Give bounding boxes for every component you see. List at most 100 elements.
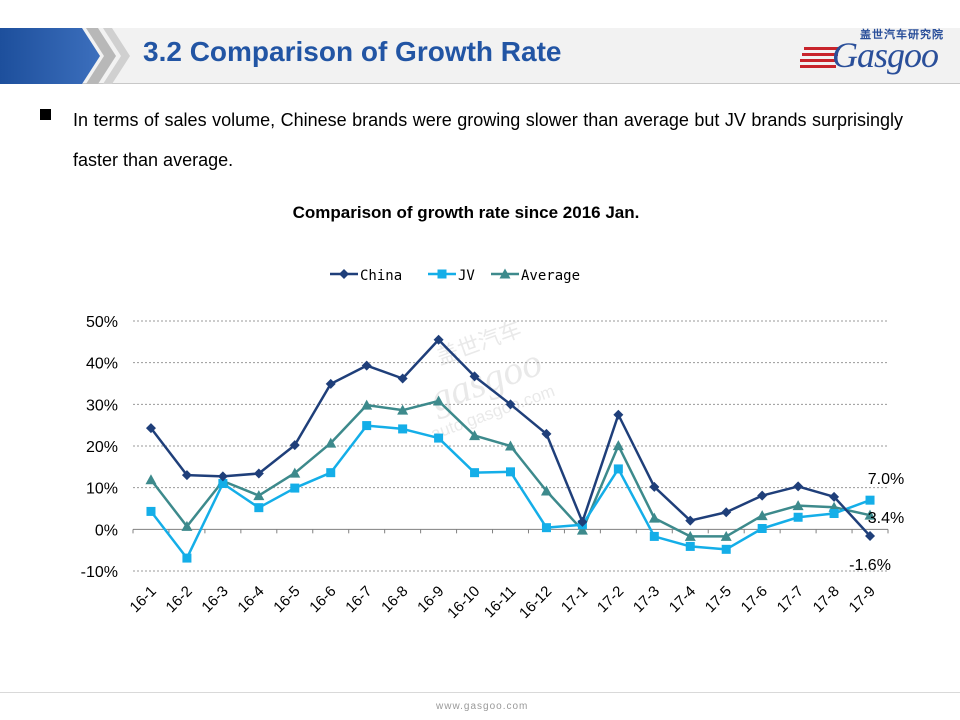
x-tick-label: 17-6 [738, 583, 771, 616]
data-point-china [289, 440, 300, 451]
x-tick-label: 16-2 [163, 583, 196, 616]
data-point-average [864, 509, 876, 520]
data-point-china [253, 468, 264, 479]
x-tick-label: 17-3 [630, 583, 663, 616]
legend-marker [499, 268, 511, 279]
y-tick-label: 40% [86, 356, 118, 373]
data-label-china: -1.6% [849, 557, 891, 574]
data-point-jv [649, 531, 659, 541]
data-point-china [649, 481, 660, 492]
data-point-china [577, 516, 588, 527]
data-point-average [397, 404, 409, 415]
logo-wordmark: Gasgoo [832, 35, 939, 75]
legend-label: JV [458, 268, 475, 284]
data-point-jv [506, 467, 515, 477]
footer-divider [0, 692, 960, 693]
data-point-jv [218, 479, 228, 488]
series-china [145, 334, 876, 541]
x-tick-label: 16-9 [414, 583, 447, 616]
x-tick-label: 16-12 [516, 583, 555, 622]
data-point-jv [254, 503, 264, 513]
y-tick-label: 50% [86, 314, 118, 331]
x-tick-label: 16-3 [198, 583, 231, 616]
data-point-average [433, 395, 445, 406]
series-average [145, 395, 876, 541]
y-tick-label: 30% [86, 397, 118, 414]
series-lines [145, 334, 876, 563]
data-point-jv [362, 421, 372, 431]
data-point-china [613, 409, 624, 420]
y-tick-label: 10% [86, 481, 118, 498]
chart-legend: China JV Average [330, 268, 580, 284]
data-point-average [684, 530, 696, 541]
data-point-china [757, 490, 768, 501]
x-tick-label: 17-5 [702, 583, 735, 616]
x-tick-label: 17-2 [594, 583, 627, 616]
data-point-jv [541, 523, 551, 533]
data-point-jv [829, 509, 839, 518]
data-point-jv [757, 524, 767, 533]
data-point-jv [865, 495, 875, 505]
y-tick-label: 0% [95, 522, 118, 539]
x-tick-label: 17-8 [810, 583, 843, 616]
data-point-jv [613, 464, 623, 474]
data-labels: 7.0% 3.4% -1.6% [849, 471, 904, 574]
data-point-china [325, 378, 336, 389]
data-point-china [505, 399, 516, 410]
x-tick-label: 16-6 [306, 583, 339, 616]
x-tick-label: 16-11 [481, 583, 519, 621]
data-point-jv [290, 483, 300, 493]
data-point-china [469, 371, 480, 382]
data-point-china [145, 423, 156, 434]
page-title: 3.2 Comparison of Growth Rate [143, 36, 562, 67]
x-tick-label: 17-9 [846, 583, 879, 616]
data-point-average [720, 530, 732, 541]
x-tick-label: 16-7 [342, 583, 375, 616]
data-point-jv [146, 506, 156, 516]
data-point-jv [721, 544, 731, 554]
logo-chinese-text: 盖世汽车研究院 [860, 28, 944, 41]
data-point-china [793, 481, 804, 492]
data-point-average [756, 510, 768, 521]
data-point-china [541, 428, 552, 439]
y-axis-ticks: 50% 40% 30% 20% 10% 0% -10% [81, 314, 118, 581]
x-axis-ticks: 16-1 16-2 16-3 16-4 16-5 16-6 16-7 16-8 16-916-1… [127, 529, 889, 622]
data-point-jv [685, 541, 695, 551]
data-point-average [289, 467, 301, 478]
legend-label: China [360, 268, 402, 284]
data-point-china [685, 515, 696, 526]
legend-marker [437, 269, 447, 279]
legend-marker [339, 269, 349, 279]
data-point-average [505, 440, 516, 451]
growth-rate-chart: Comparison of growth rate since 2016 Jan… [81, 203, 905, 622]
y-tick-label: -10% [81, 564, 118, 581]
data-point-average [361, 399, 373, 410]
x-tick-label: 17-4 [666, 583, 699, 616]
data-point-china [433, 334, 444, 345]
data-point-china [865, 531, 876, 541]
data-point-jv [182, 553, 192, 563]
legend-item-china: China [330, 268, 402, 284]
chart-title: Comparison of growth rate since 2016 Jan… [293, 203, 640, 222]
logo-stripes [800, 47, 840, 68]
data-point-average [612, 440, 624, 451]
data-point-jv [470, 468, 480, 478]
data-point-average [648, 512, 660, 523]
bullet-text: In terms of sales volume, Chinese brands… [73, 110, 903, 170]
y-tick-label: 20% [86, 439, 118, 456]
data-point-jv [398, 424, 408, 434]
x-tick-label: 16-5 [270, 583, 303, 616]
data-point-china [397, 373, 408, 384]
legend-item-jv: JV [428, 268, 475, 284]
data-point-china [361, 360, 372, 371]
x-tick-label: 16-8 [378, 583, 411, 616]
data-point-china [721, 507, 732, 518]
data-point-average [253, 490, 265, 501]
bullet-square-icon [40, 109, 51, 120]
data-point-average [469, 430, 481, 441]
data-point-jv [326, 468, 336, 478]
data-point-china [217, 471, 228, 482]
legend-label: Average [521, 268, 580, 284]
x-tick-label: 16-1 [127, 583, 160, 616]
header-decoration [0, 28, 960, 84]
